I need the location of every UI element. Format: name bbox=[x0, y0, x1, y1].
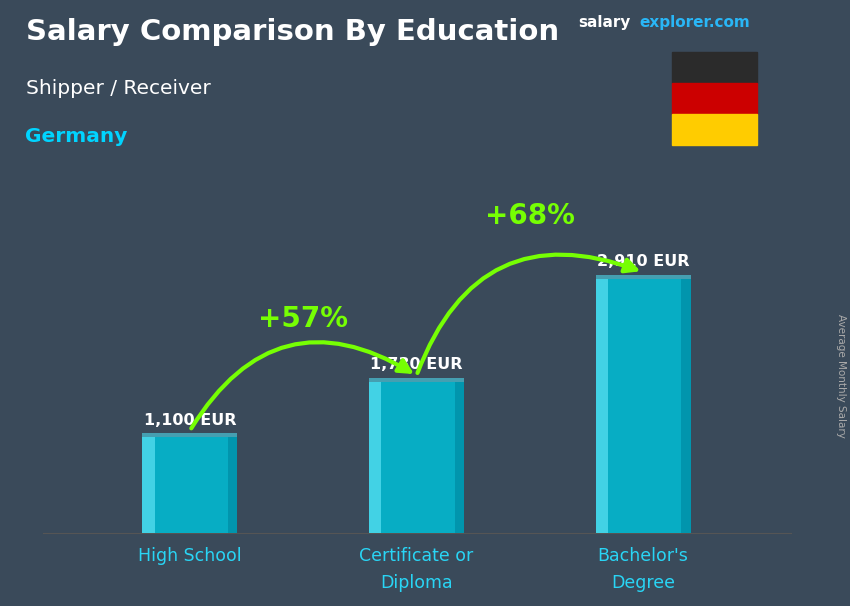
Bar bbox=[142, 433, 237, 437]
Text: Average Monthly Salary: Average Monthly Salary bbox=[836, 314, 846, 438]
Text: +68%: +68% bbox=[484, 202, 575, 230]
Bar bbox=[596, 279, 608, 533]
Text: salary: salary bbox=[578, 15, 631, 30]
Text: 2,910 EUR: 2,910 EUR bbox=[597, 254, 689, 269]
Text: 1,100 EUR: 1,100 EUR bbox=[144, 413, 236, 428]
Bar bbox=[142, 437, 155, 533]
Bar bbox=[369, 382, 382, 533]
Text: explorer.com: explorer.com bbox=[639, 15, 750, 30]
Bar bbox=[228, 437, 237, 533]
Text: 1,730 EUR: 1,730 EUR bbox=[371, 358, 462, 373]
Text: Germany: Germany bbox=[26, 127, 128, 146]
Bar bbox=[455, 382, 464, 533]
Bar bbox=[142, 437, 237, 533]
Bar bbox=[596, 279, 691, 533]
Bar bbox=[596, 275, 691, 279]
Bar bbox=[681, 279, 691, 533]
Text: Salary Comparison By Education: Salary Comparison By Education bbox=[26, 18, 558, 46]
Bar bbox=[369, 382, 464, 533]
Bar bbox=[369, 378, 464, 382]
Text: Shipper / Receiver: Shipper / Receiver bbox=[26, 79, 210, 98]
Text: +57%: +57% bbox=[258, 305, 348, 333]
